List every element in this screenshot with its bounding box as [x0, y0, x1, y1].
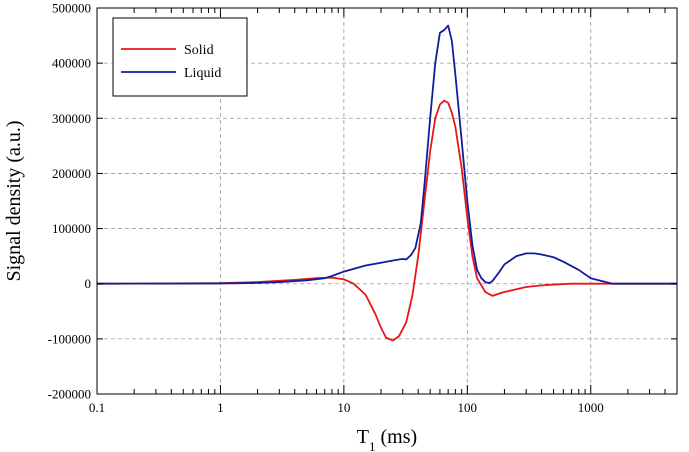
y-tick-label: 100000	[52, 221, 91, 236]
y-tick-label: 200000	[52, 166, 91, 181]
y-tick-labels: 500000 400000 300000 200000 100000 0 -100000 -2…	[48, 1, 91, 402]
x-axis-title-main: T	[357, 426, 369, 448]
x-tick-label: 100	[458, 400, 478, 415]
y-tick-label: 0	[85, 276, 92, 291]
legend-items: Solid Liquid	[121, 43, 221, 81]
x-axis-title: T1 (ms)	[357, 426, 417, 452]
y-tick-label: 500000	[52, 1, 91, 16]
y-tick-label: -100000	[48, 331, 91, 346]
legend: Solid Liquid	[112, 17, 248, 97]
legend-label-solid: Solid	[184, 43, 214, 58]
y-axis-title: Signal density (a.u.)	[3, 120, 25, 281]
x-axis-title-unit: (ms)	[376, 426, 418, 448]
legend-label-liquid: Liquid	[184, 66, 221, 81]
y-tick-label: 300000	[52, 111, 91, 126]
series-layer	[96, 24, 677, 342]
plot-frame	[96, 7, 678, 395]
legend-box	[112, 17, 248, 97]
ticks	[96, 7, 678, 395]
x-tick-label: 0.1	[89, 400, 105, 415]
series-line-liquid	[96, 24, 677, 285]
x-tick-labels: 0.1 1 10 100 1000	[89, 400, 604, 415]
x-tick-label: 1	[217, 400, 224, 415]
x-tick-label: 10	[337, 400, 350, 415]
y-tick-label: 400000	[52, 56, 91, 71]
series-line-solid	[96, 99, 677, 342]
x-axis-title-subscript: 1	[369, 439, 376, 452]
x-tick-label: 1000	[578, 400, 604, 415]
y-tick-label: -200000	[48, 387, 91, 402]
